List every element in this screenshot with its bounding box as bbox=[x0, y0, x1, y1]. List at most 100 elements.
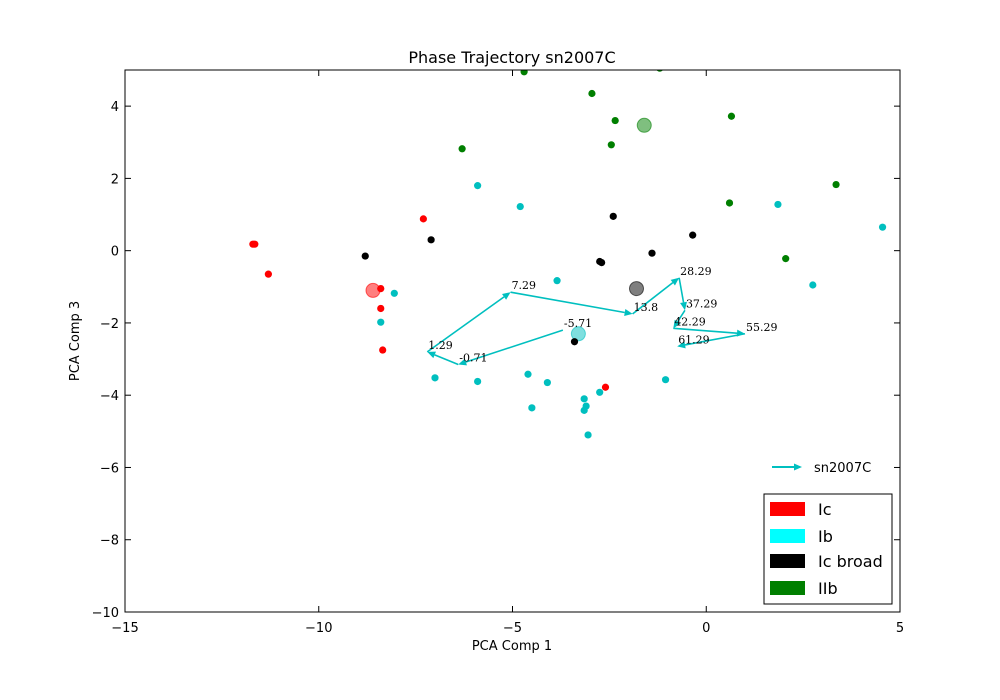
trajectory-segment-5 bbox=[678, 277, 685, 303]
trajectory-arrowhead-icon bbox=[677, 341, 686, 349]
point-ib-5 bbox=[431, 374, 439, 382]
trajectory-segment-3 bbox=[510, 291, 625, 314]
legend-label-ib: Ib bbox=[818, 527, 833, 546]
trajectory-segment-6 bbox=[676, 309, 686, 323]
x-tick-label: 5 bbox=[896, 621, 904, 636]
point-ic-7 bbox=[601, 383, 610, 391]
trajectory-layer bbox=[426, 277, 746, 366]
point-ic-4 bbox=[377, 285, 385, 293]
point-ib-10 bbox=[580, 395, 588, 403]
trajectory-arrowhead-icon bbox=[427, 351, 436, 359]
point-ib-4 bbox=[553, 277, 561, 285]
x-tick-label: −10 bbox=[305, 621, 332, 636]
trajectory-label-0: -5.71 bbox=[564, 317, 592, 330]
point-iib-8 bbox=[832, 180, 840, 189]
trajectory-arrowhead-icon bbox=[673, 319, 681, 329]
trajectory-segment-0 bbox=[465, 329, 564, 363]
point-ic-broad-4 bbox=[598, 258, 606, 267]
trajectory-arrowhead-icon bbox=[670, 277, 680, 286]
point-iib-5 bbox=[727, 112, 736, 120]
point-ib-8 bbox=[543, 378, 551, 387]
centroid-layer bbox=[365, 117, 652, 342]
y-tick-label: 2 bbox=[111, 172, 119, 187]
point-iib-1 bbox=[656, 70, 663, 72]
y-tick-label: −8 bbox=[100, 534, 119, 549]
x-tick-label: 0 bbox=[702, 621, 710, 636]
trajectory-label-3: 7.29 bbox=[512, 279, 537, 292]
point-iib-9 bbox=[782, 255, 790, 263]
point-iib-3 bbox=[611, 116, 619, 125]
trajectory-legend-arrow-icon bbox=[794, 463, 802, 471]
point-ic-6 bbox=[379, 346, 387, 354]
point-iib-4 bbox=[607, 141, 615, 149]
point-iib-6 bbox=[458, 145, 466, 153]
trajectory-label-7: 42.29 bbox=[674, 315, 706, 328]
point-ib-12 bbox=[580, 406, 588, 414]
y-tick-label: −4 bbox=[100, 389, 119, 404]
trajectory-arrowhead-icon bbox=[680, 301, 687, 311]
legend-label-iib: IIb bbox=[818, 579, 838, 598]
point-ib-15 bbox=[661, 376, 670, 384]
trajectory-label-1: -0.71 bbox=[459, 351, 487, 364]
point-ib-9 bbox=[528, 404, 536, 412]
legend-swatch-ic-broad bbox=[770, 554, 805, 568]
trajectory-legend: sn2007C bbox=[772, 461, 871, 476]
trajectory-segment-2 bbox=[426, 296, 505, 353]
legend-label-ic-broad: Ic broad bbox=[818, 552, 883, 571]
trajectory-label-6: 37.29 bbox=[686, 297, 718, 310]
trajectory-segment-4 bbox=[632, 282, 674, 315]
trajectory-segment-7 bbox=[673, 327, 738, 334]
point-ib-18 bbox=[878, 223, 887, 231]
trajectory-segment-8 bbox=[684, 332, 746, 346]
centroid-ic-broad bbox=[629, 281, 644, 297]
point-iib-0 bbox=[520, 70, 528, 76]
point-ib-0 bbox=[474, 182, 482, 190]
point-ic-1 bbox=[251, 240, 259, 248]
x-tick-label: −15 bbox=[111, 621, 138, 636]
x-tick-label: −5 bbox=[503, 621, 522, 636]
point-iib-7 bbox=[725, 199, 734, 207]
y-axis-label: PCA Comp 3 bbox=[68, 301, 83, 381]
trajectory-segment-1 bbox=[434, 354, 459, 366]
x-axis-label: PCA Comp 1 bbox=[472, 639, 552, 654]
point-ib-13 bbox=[596, 388, 604, 396]
trajectory-label-9: 61.29 bbox=[678, 333, 710, 346]
point-ib-14 bbox=[584, 431, 592, 439]
legend-swatch-ib bbox=[770, 529, 805, 543]
trajectory-label-8: 55.29 bbox=[746, 321, 778, 334]
trajectory-arrowhead-icon bbox=[624, 309, 633, 316]
legend-swatch-ic bbox=[770, 502, 805, 516]
point-ic-3 bbox=[419, 215, 427, 223]
y-tick-label: −6 bbox=[100, 461, 119, 476]
point-ib-16 bbox=[774, 200, 782, 209]
chart-title: Phase Trajectory sn2007C bbox=[408, 48, 615, 67]
points-layer bbox=[249, 70, 887, 439]
point-ib-1 bbox=[516, 202, 524, 211]
type-legend: Ic Ib Ic broad IIb bbox=[763, 493, 893, 605]
centroid-iib bbox=[636, 117, 652, 133]
point-ic-broad-2 bbox=[609, 212, 617, 220]
point-ic-broad-6 bbox=[689, 231, 697, 239]
trajectory-label-4: 13.8 bbox=[634, 301, 659, 314]
point-ic-broad-1 bbox=[427, 236, 435, 244]
trajectory-label-5: 28.29 bbox=[680, 265, 712, 278]
point-ib-17 bbox=[809, 281, 817, 289]
point-ib-3 bbox=[377, 318, 385, 326]
trajectory-label-2: 1.29 bbox=[428, 339, 453, 352]
trajectory-arrowhead-icon bbox=[502, 292, 511, 300]
legend-swatch-iib bbox=[770, 581, 805, 595]
trajectory-arrowhead-icon bbox=[458, 358, 467, 366]
point-ib-2 bbox=[390, 289, 398, 297]
point-iib-2 bbox=[588, 89, 596, 98]
point-ic-broad-7 bbox=[570, 338, 579, 346]
centroid-ib bbox=[570, 326, 586, 342]
legend-label-ic: Ic bbox=[818, 500, 832, 519]
trajectory-legend-label: sn2007C bbox=[814, 461, 871, 476]
point-ib-6 bbox=[474, 377, 482, 386]
y-tick-label: 0 bbox=[111, 245, 119, 260]
point-ic-5 bbox=[377, 304, 385, 313]
annotation-layer: -5.71 -0.71 1.29 7.29 13.8 28.29 37.29 42.29 55.… bbox=[428, 265, 777, 365]
point-ic-2 bbox=[264, 270, 272, 278]
